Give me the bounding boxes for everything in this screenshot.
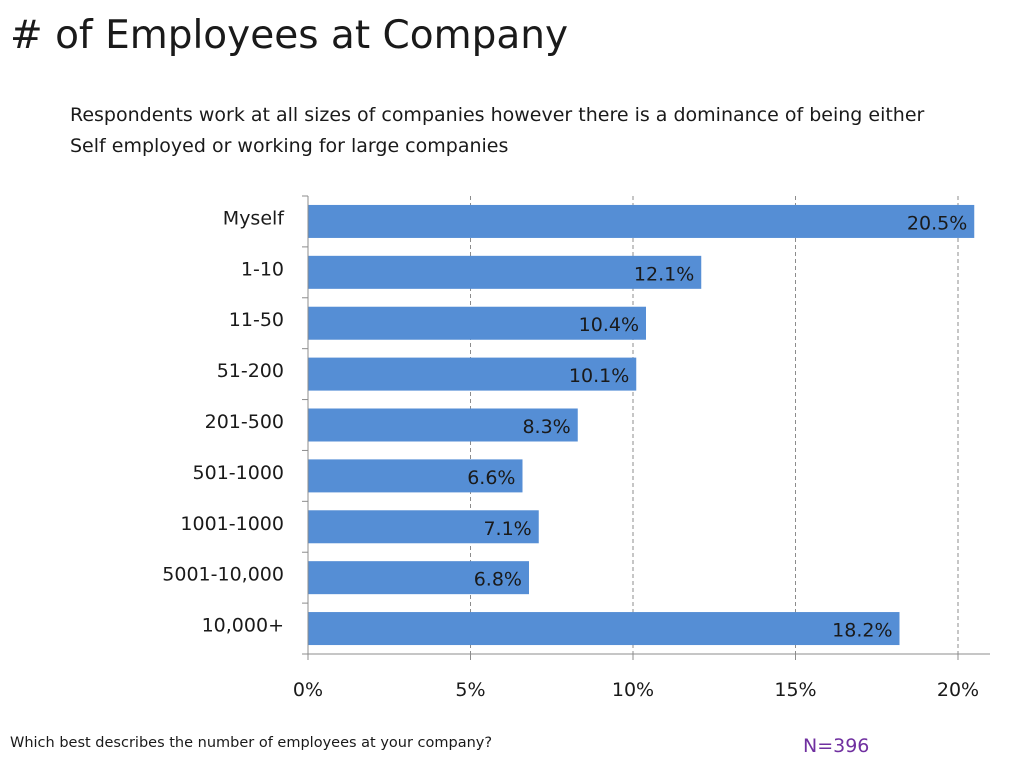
data-label: 6.8% [474,569,522,591]
x-tick-label: 20% [937,679,979,701]
data-label: 10.4% [579,314,639,336]
x-tick-label: 10% [612,679,654,701]
data-label: 7.1% [483,518,531,540]
bar [308,357,637,391]
bar [308,255,702,289]
chart-bars [308,204,975,646]
bar [308,306,646,340]
data-label: 20.5% [907,212,967,234]
chart-axes: 0% 5% 10% 15% 20% [293,195,990,701]
category-label: 51-200 [217,360,284,382]
data-label: 18.2% [832,620,892,642]
sample-size: N=396 [803,735,870,757]
data-label: 10.1% [569,365,629,387]
x-tick-label: 5% [455,679,485,701]
bar [308,510,539,544]
survey-question: Which best describes the number of emplo… [10,735,493,751]
bar [308,204,975,238]
data-label: 12.1% [634,263,694,285]
bar [308,561,529,595]
x-tick-label: 15% [774,679,816,701]
category-label: 1-10 [241,258,284,280]
slide-subtitle: Respondents work at all sizes of compani… [70,104,925,157]
category-label: 10,000+ [202,615,284,637]
data-label: 8.3% [522,416,570,438]
category-label: 201-500 [205,411,284,433]
category-label: 11-50 [229,309,284,331]
category-label: 1001-1000 [180,513,284,535]
bar [308,612,900,646]
x-tick-label: 0% [293,679,323,701]
category-label: 501-1000 [193,462,284,484]
category-label: Myself [223,207,286,229]
slide-title: # of Employees at Company [10,13,569,58]
bar [308,408,578,442]
category-label: 5001-10,000 [162,564,284,586]
data-label: 6.6% [467,467,515,489]
chart-labels: Myself 20.5% 1-10 12.1% 11-50 10.4% 51-200 10.1… [162,207,967,641]
bar [308,459,523,493]
